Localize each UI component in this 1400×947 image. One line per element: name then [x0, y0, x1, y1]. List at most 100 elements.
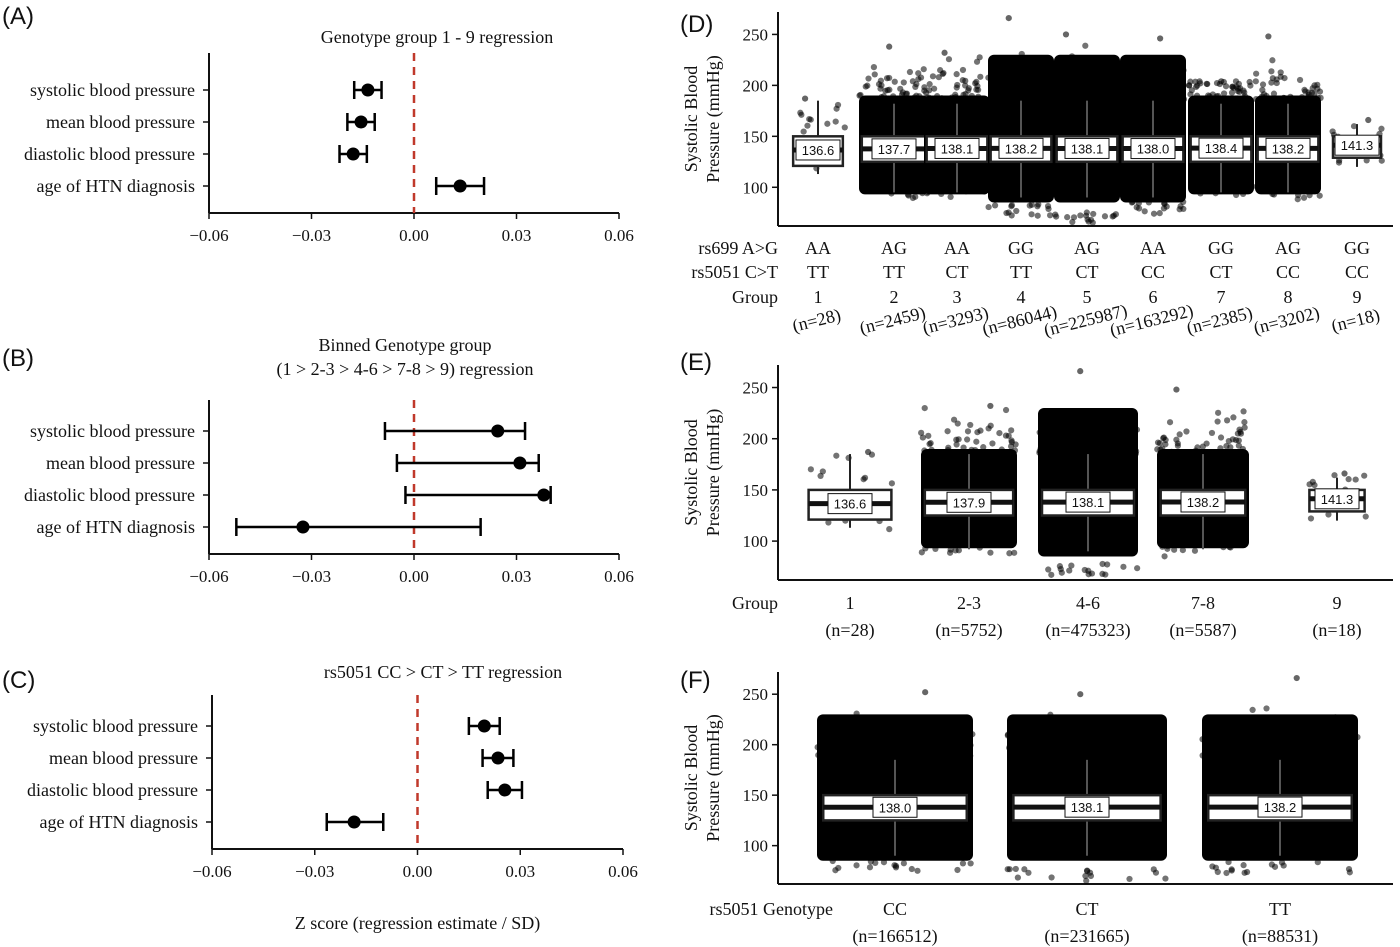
n-label: (n=2385): [1185, 302, 1255, 339]
data-point: [926, 81, 933, 88]
data-point: [1074, 431, 1081, 438]
data-point: [1179, 546, 1186, 554]
group-label: 9: [1333, 593, 1342, 613]
data-point: [1188, 449, 1195, 456]
data-point: [919, 190, 926, 197]
data-point: [1173, 436, 1180, 443]
max-point: [1077, 691, 1084, 698]
data-point: [1243, 868, 1251, 876]
data-point: [1068, 755, 1075, 763]
y-axis-label: Pressure (mmHg): [703, 409, 724, 536]
data-point: [1039, 439, 1046, 446]
data-point: [1233, 732, 1240, 739]
data-point: [1059, 732, 1066, 739]
data-point: [1036, 735, 1044, 742]
data-point: [1171, 70, 1178, 77]
data-point: [1324, 742, 1331, 750]
data-point: [1089, 441, 1096, 448]
data-point: [1112, 442, 1120, 450]
data-point: [1004, 731, 1012, 738]
data-point: [1245, 748, 1252, 755]
median-label: 138.2: [1005, 141, 1038, 156]
data-point: [945, 444, 952, 451]
data-point: [969, 731, 976, 738]
median-label-box: [871, 138, 917, 160]
data-point: [911, 750, 918, 757]
data-point: [952, 547, 959, 554]
data-point: [1239, 185, 1246, 192]
data-point: [1099, 739, 1106, 747]
data-point: [1121, 446, 1128, 453]
data-point: [1324, 729, 1331, 736]
data-point: [976, 544, 983, 551]
median-label-box: [1257, 796, 1303, 818]
median-label: 138.2: [1187, 495, 1220, 510]
rs5051-label: CC: [1141, 262, 1165, 282]
data-point: [1076, 750, 1083, 757]
panel-label: (B): [2, 345, 34, 372]
data-point: [1145, 199, 1152, 206]
data-point: [926, 742, 933, 749]
data-point: [1060, 94, 1067, 101]
data-point: [1009, 752, 1016, 759]
rs699-label: GG: [1208, 238, 1234, 258]
data-point: [1102, 571, 1109, 578]
data-point: [1228, 867, 1235, 874]
y-axis-label: Systolic Blood: [681, 419, 701, 526]
data-point: [1090, 210, 1097, 218]
data-point: [807, 466, 814, 473]
data-point: [1225, 742, 1232, 749]
data-point: [1350, 123, 1358, 130]
data-point: [913, 92, 920, 99]
data-point: [833, 452, 840, 459]
data-point: [1345, 476, 1352, 483]
data-point: [1192, 78, 1199, 85]
data-point: [921, 447, 928, 454]
data-point: [1070, 446, 1077, 453]
data-point: [1239, 724, 1246, 731]
panel-label: (D): [680, 11, 713, 38]
median-label: 138.1: [941, 141, 974, 156]
data-point: [1199, 752, 1206, 759]
rs5051-label: TT: [807, 262, 829, 282]
data-point: [854, 756, 861, 763]
data-point: [1253, 96, 1260, 103]
data-point: [1085, 571, 1092, 578]
chart-subtitle: (1 > 2-3 > 4-6 > 7-8 > 9) regression: [276, 359, 533, 380]
data-point: [1338, 723, 1345, 731]
data-point: [1118, 746, 1125, 753]
data-point: [1121, 79, 1128, 86]
data-point: [1161, 200, 1168, 207]
row-label: diastolic blood pressure: [27, 780, 198, 800]
data-point: [1022, 723, 1029, 730]
median-label: 141.3: [1341, 138, 1374, 153]
data-point: [1236, 426, 1243, 433]
data-point: [1283, 738, 1291, 745]
data-point: [1164, 545, 1171, 552]
data-point: [960, 444, 967, 451]
data-point: [886, 86, 893, 93]
data-point: [835, 864, 842, 872]
data-point: [892, 864, 900, 871]
data-point: [873, 747, 881, 754]
rs699-label: AG: [1074, 238, 1100, 258]
data-point: [1158, 752, 1165, 759]
data-point: [853, 710, 860, 717]
data-point: [963, 182, 970, 189]
category-group: 138.4: [1185, 78, 1256, 199]
y-tick-label: 200: [743, 76, 769, 95]
data-point: [1171, 546, 1178, 553]
data-point: [1134, 80, 1141, 87]
data-point: [1335, 159, 1343, 166]
data-point: [1064, 214, 1071, 221]
data-point: [1093, 740, 1100, 747]
data-point: [1065, 415, 1072, 422]
data-point: [1062, 59, 1069, 66]
max-point: [1265, 33, 1272, 40]
data-point: [1170, 81, 1177, 88]
rs5051-label: CT: [1075, 262, 1098, 282]
data-point: [1086, 436, 1093, 443]
n-label: (n=231665): [1044, 926, 1129, 947]
data-point: [1032, 69, 1039, 76]
data-point: [1199, 736, 1206, 743]
